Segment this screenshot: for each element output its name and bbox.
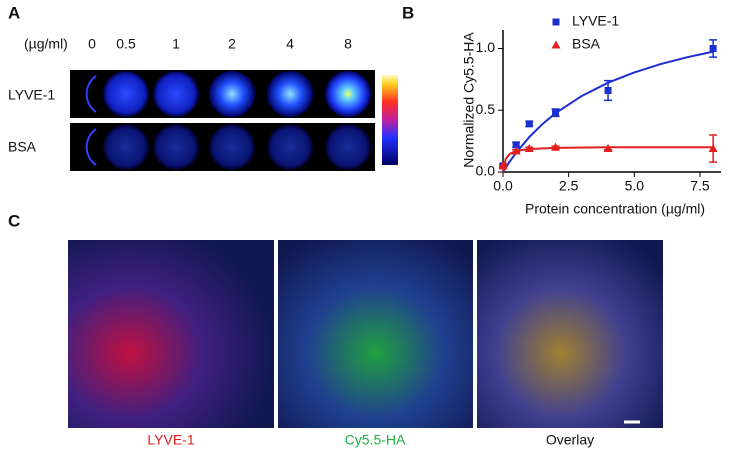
micrograph xyxy=(278,240,473,428)
wells xyxy=(85,71,371,170)
x-tick-label: 0.0 xyxy=(493,178,513,194)
legend-marker xyxy=(551,40,561,49)
y-tick-label: 0.0 xyxy=(476,163,496,179)
point xyxy=(511,146,521,155)
well xyxy=(153,124,199,170)
concentration-label: 0 xyxy=(88,36,96,52)
panel-label: C xyxy=(8,211,20,230)
panel-label: B xyxy=(402,3,414,22)
concentration-label: 0.5 xyxy=(116,36,136,52)
y-tick-label: 1.0 xyxy=(476,39,496,55)
fit-line xyxy=(502,50,714,173)
fit-line xyxy=(502,146,714,173)
x-axis-label: Protein concentration (µg/ml) xyxy=(525,201,705,217)
well xyxy=(325,71,371,117)
unit-label: (µg/ml) xyxy=(24,36,68,52)
well xyxy=(325,124,371,170)
y-tick-label: 0.5 xyxy=(476,101,496,117)
x-tick-label: 5.0 xyxy=(625,178,645,194)
well xyxy=(153,71,199,117)
color-bar xyxy=(382,75,398,165)
row-label: LYVE-1 xyxy=(8,87,55,103)
well xyxy=(209,71,255,117)
point xyxy=(552,109,560,117)
point xyxy=(512,141,520,149)
point xyxy=(604,87,612,95)
image-label: Overlay xyxy=(546,432,594,448)
concentration-label: 8 xyxy=(344,36,352,52)
point xyxy=(603,144,613,153)
concentration-label: 4 xyxy=(286,36,294,52)
point xyxy=(498,161,508,170)
image-label: LYVE-1 xyxy=(147,432,194,448)
point xyxy=(524,144,534,153)
point xyxy=(708,144,718,153)
point xyxy=(709,45,717,53)
well xyxy=(267,124,313,170)
well xyxy=(267,71,313,117)
well xyxy=(85,128,97,166)
image-label: Cy5.5-HA xyxy=(345,432,406,448)
concentration-label: 2 xyxy=(228,36,236,52)
legend-label: LYVE-1 xyxy=(572,13,619,29)
point xyxy=(551,142,561,151)
well xyxy=(209,124,255,170)
x-tick-label: 2.5 xyxy=(559,178,579,194)
panel-label: A xyxy=(8,3,20,22)
well xyxy=(103,124,149,170)
x-tick-label: 7.5 xyxy=(690,178,710,194)
legend-marker xyxy=(552,18,560,26)
row-label: BSA xyxy=(8,139,37,155)
legend-label: BSA xyxy=(572,36,601,52)
y-axis-label: Normalized Cy5.5-HA xyxy=(461,32,477,168)
point xyxy=(525,120,533,128)
concentration-label: 1 xyxy=(172,36,180,52)
micrograph xyxy=(68,240,274,428)
well xyxy=(103,71,149,117)
micrograph xyxy=(477,240,663,428)
well xyxy=(85,75,97,113)
